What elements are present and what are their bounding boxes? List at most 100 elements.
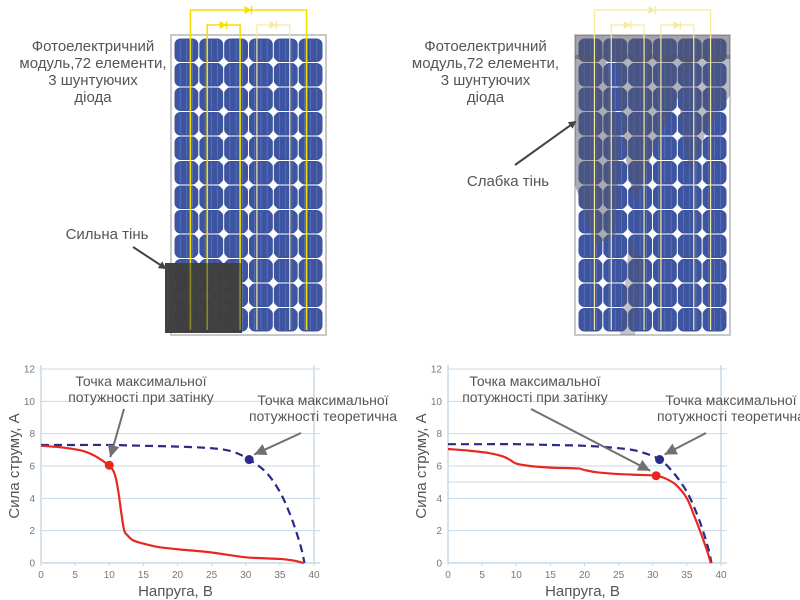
cell-gap xyxy=(647,131,658,141)
arrow-shaded-mpp-head xyxy=(107,444,120,458)
shaded-curve xyxy=(447,447,712,564)
cell-gap xyxy=(597,253,608,264)
cell-gap xyxy=(647,82,658,92)
cell-gap xyxy=(293,229,304,239)
diode-icon xyxy=(648,6,656,14)
cell-gap xyxy=(672,131,683,141)
module-label-line: 3 шунтуючих xyxy=(440,72,531,89)
cell-gap xyxy=(218,253,229,264)
shaded-curve xyxy=(40,444,305,565)
cell-gap xyxy=(268,229,279,239)
cell-gap xyxy=(647,106,658,117)
weak-shadow xyxy=(620,235,645,335)
y-tick-label: 2 xyxy=(29,526,35,537)
x-tick-label: 0 xyxy=(445,570,451,581)
arrow-weak-shade xyxy=(514,120,577,166)
cell-gap xyxy=(672,57,683,68)
annotation-line: потужності теоретична xyxy=(249,408,397,424)
x-tick-label: 30 xyxy=(240,570,252,581)
module-label-line: діода xyxy=(466,89,505,106)
cell-gap xyxy=(293,302,304,313)
cell-gap xyxy=(597,302,608,313)
cell-gap xyxy=(268,155,279,166)
cell-gap xyxy=(243,82,254,92)
shade-label-strong: Сильна тінь xyxy=(65,226,149,243)
strong-shadow-overlay xyxy=(165,263,242,333)
y-tick-label: 4 xyxy=(436,494,442,505)
module-label-line: 3 шунтуючих xyxy=(48,72,138,89)
solar-panels-illustration xyxy=(132,6,731,336)
diode-icon xyxy=(673,21,681,29)
mpp-theoretical-point xyxy=(655,455,665,465)
cell-gap xyxy=(243,180,254,190)
arrow-theoretical-mpp xyxy=(253,432,302,456)
iv-chart-weak-shade: 0 2 4 6 8 10 12 0 5 10 15 20 25 30 35 40 Напруга, В Сила … xyxy=(413,365,800,600)
cell-gap xyxy=(647,57,658,68)
cell-gap xyxy=(622,155,633,166)
arrow-shaded-mpp xyxy=(109,408,125,458)
cell-gap xyxy=(293,253,304,264)
module-label-line: модуль,72 елементи, xyxy=(19,55,167,72)
cell-gap xyxy=(218,155,229,166)
cell-gap xyxy=(672,253,683,264)
cell-gap xyxy=(193,204,204,215)
annotation-line: потужності при затінку xyxy=(462,389,608,405)
annotation-shaded-mpp: Точка максимальної потужності при затінку xyxy=(68,373,214,405)
theoretical-curve xyxy=(40,443,306,564)
weak-shadow xyxy=(615,55,695,205)
cell-gap xyxy=(268,180,279,190)
cell-gap xyxy=(218,180,229,190)
cell-gap xyxy=(622,180,633,190)
annotation-line: Точка максимальної xyxy=(469,373,600,389)
mpp-shaded-point xyxy=(104,460,114,470)
y-tick-label: 8 xyxy=(436,429,442,440)
cell-gap xyxy=(622,253,633,264)
x-tick-label: 25 xyxy=(613,570,625,581)
y-tick-label: 6 xyxy=(29,462,35,473)
cell-gap xyxy=(243,229,254,239)
cell-gap xyxy=(293,82,304,92)
cell-gap xyxy=(672,82,683,92)
cell-gap xyxy=(672,302,683,313)
cell-gap xyxy=(218,131,229,141)
x-tick-label: 30 xyxy=(647,570,659,581)
cell-gap xyxy=(268,204,279,215)
annotation-line: потужності при затінку xyxy=(68,389,214,405)
cell-gap xyxy=(243,278,254,288)
solar-panel-left xyxy=(165,6,327,336)
arrow-theoretical-mpp xyxy=(664,432,707,456)
module-label-line: Фотоелектричний xyxy=(31,38,155,55)
module-label-left: Фотоелектричний модуль,72 елементи, 3 шу… xyxy=(18,38,168,106)
cell-gap xyxy=(193,106,204,117)
diode-icon xyxy=(269,21,277,29)
cell-gap xyxy=(193,131,204,141)
cell-gap xyxy=(597,278,608,288)
annotation-shaded-mpp: Точка максимальної потужності при затінку xyxy=(462,373,608,405)
arrow-theoretical-mpp-head xyxy=(254,444,268,455)
cell-gap xyxy=(243,155,254,166)
weak-shadow xyxy=(680,55,730,175)
x-tick-label: 35 xyxy=(681,570,693,581)
cell-gap xyxy=(697,57,708,68)
cell-gap xyxy=(243,204,254,215)
x-tick-label: 10 xyxy=(104,570,116,581)
cell-gap xyxy=(697,155,708,166)
cell-gap xyxy=(193,180,204,190)
cell-gap xyxy=(622,229,633,239)
cell-gap xyxy=(268,302,279,313)
arrow-theoretical-mpp-head xyxy=(664,443,678,455)
cell-gap xyxy=(243,57,254,68)
y-tick-label: 0 xyxy=(436,559,442,570)
cell-gap xyxy=(243,106,254,117)
y-tick-label: 10 xyxy=(431,397,443,408)
cell-gap xyxy=(647,155,658,166)
x-tick-label: 35 xyxy=(274,570,286,581)
cell-gap xyxy=(268,106,279,117)
x-tick-label: 15 xyxy=(138,570,150,581)
cell-gap xyxy=(193,57,204,68)
y-tick-label: 12 xyxy=(24,365,36,376)
cell-gap xyxy=(193,229,204,239)
y-axis-title: Сила струму, А xyxy=(413,413,430,518)
cell-gap xyxy=(672,204,683,215)
shade-label-weak: Слабка тінь xyxy=(466,173,550,190)
